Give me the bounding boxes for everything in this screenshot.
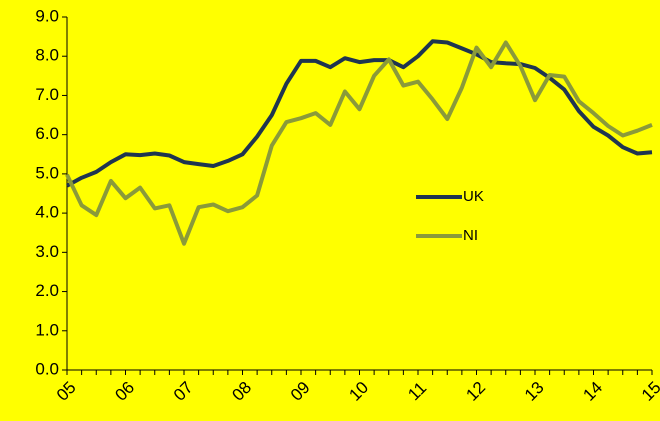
series-line xyxy=(65,40,653,246)
y-tick-label: 1.0 xyxy=(35,320,59,339)
x-tick-label: 15 xyxy=(638,378,660,405)
series-line xyxy=(66,39,653,188)
y-tick-label: 4.0 xyxy=(35,203,59,222)
y-tick-label: 7.0 xyxy=(35,85,59,104)
y-tick-label: 8.0 xyxy=(35,46,59,65)
y-tick-label: 9.0 xyxy=(35,6,59,25)
y-tick-label: 5.0 xyxy=(35,163,59,182)
legend-label: UK xyxy=(463,188,484,205)
legend-label: NI xyxy=(463,227,478,244)
y-tick-label: 0.0 xyxy=(35,359,59,378)
y-tick-label: 2.0 xyxy=(35,281,59,300)
y-tick-label: 6.0 xyxy=(35,124,59,143)
y-tick-label: 3.0 xyxy=(35,242,59,261)
